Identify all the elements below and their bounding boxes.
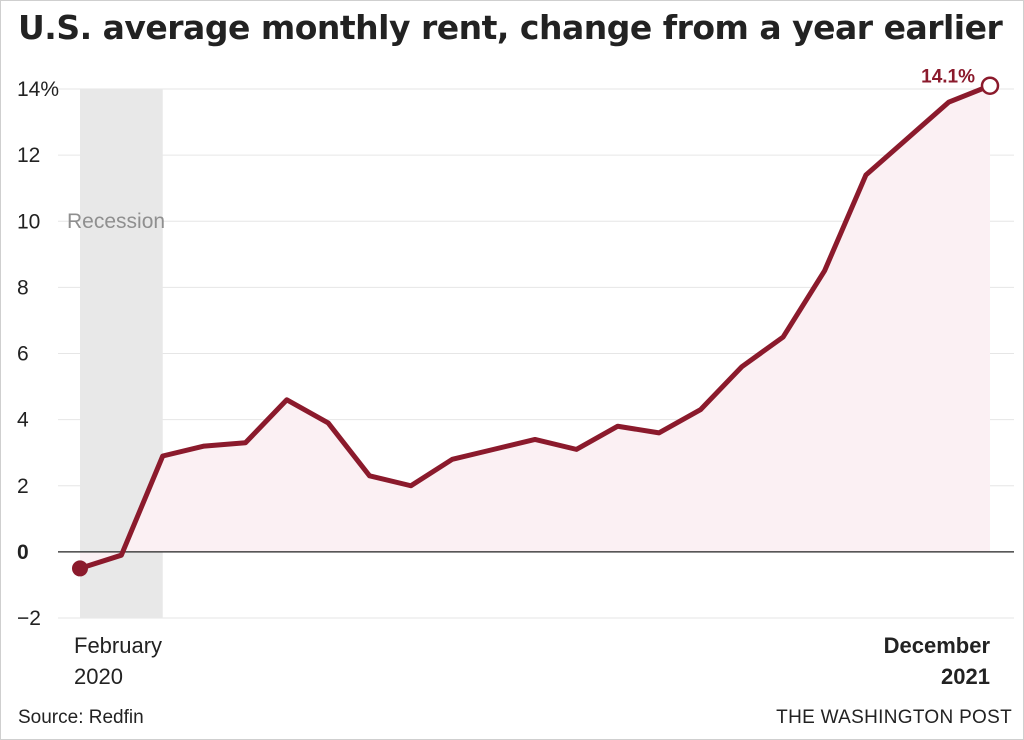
y-tick-label: 14% [17,78,59,101]
chart-title: U.S. average monthly rent, change from a… [18,8,1003,47]
y-tick-label: 2 [17,475,29,498]
y-tick-label: −2 [17,607,41,630]
x-start-label: 2020 [74,664,123,689]
y-tick-label: 0 [17,541,29,564]
x-end-label: December [884,633,991,658]
y-tick-label: 10 [17,210,40,233]
data-points [72,76,1000,577]
x-end-label: 2021 [941,664,990,689]
y-tick-label: 4 [17,409,29,432]
area-fill-path [80,85,990,569]
start-point [72,560,88,577]
recession-label: Recession [67,210,165,233]
area-fill [80,85,990,569]
x-start-label: February [74,633,162,658]
end-value-label: 14.1% [921,67,975,88]
y-tick-label: 12 [17,144,40,167]
y-tick-label: 8 [17,276,29,299]
end-point [980,76,1000,95]
publisher-credit: THE WASHINGTON POST [776,707,1012,728]
source-note: Source: Redfin [18,707,144,728]
axis-labels: −2 0 2 4 6 8 10 12 14% 14.1% February 2020 December 2… [17,67,990,689]
y-tick-label: 6 [17,343,29,366]
